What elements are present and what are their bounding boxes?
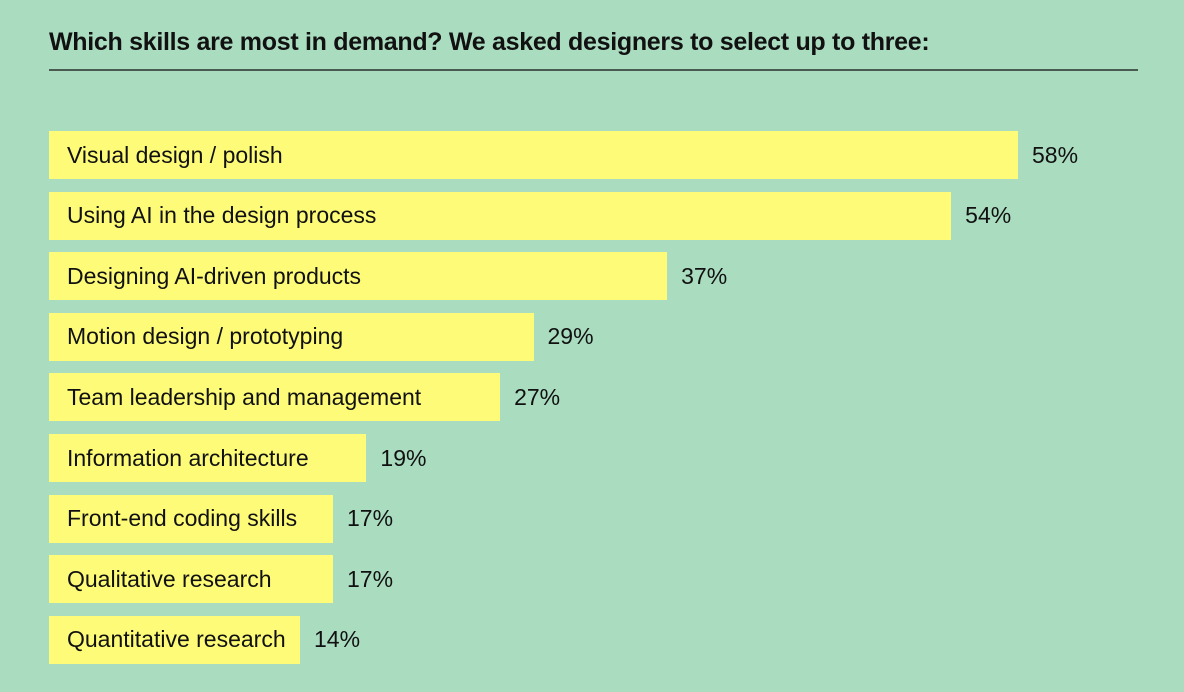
bar-label: Quantitative research <box>67 626 286 653</box>
bar-label: Motion design / prototyping <box>67 323 344 350</box>
bar-row: Front-end coding skills 17% <box>49 494 394 543</box>
value-label: 37% <box>681 262 728 289</box>
bar: Visual design / polish <box>49 131 1018 179</box>
bar-row: Qualitative research 17% <box>49 555 394 604</box>
value-label: 58% <box>1032 141 1079 168</box>
title-divider <box>49 69 1138 71</box>
value-label: 17% <box>347 505 394 532</box>
bar: Using AI in the design process <box>49 191 952 240</box>
value-label: 14% <box>314 626 361 653</box>
bar-label: Information architecture <box>67 444 309 471</box>
bar: Designing AI-driven products <box>49 252 668 301</box>
value-label: 54% <box>965 202 1012 229</box>
value-label: 27% <box>514 383 561 410</box>
bar: Front-end coding skills <box>49 494 334 543</box>
bar-label: Visual design / polish <box>67 141 283 168</box>
bar-row: Using AI in the design process 54% <box>49 191 1012 240</box>
bar-row: Visual design / polish 58% <box>49 131 1078 179</box>
bar-row: Designing AI-driven products 37% <box>49 252 728 301</box>
value-label: 29% <box>547 323 594 350</box>
bar: Motion design / prototyping <box>49 312 534 361</box>
bar-label: Designing AI-driven products <box>67 262 362 289</box>
bar: Qualitative research <box>49 555 334 604</box>
bar-row: Team leadership and management 27% <box>49 373 561 422</box>
value-label: 17% <box>347 565 394 592</box>
bar-label: Using AI in the design process <box>67 202 377 229</box>
bar-row: Quantitative research 14% <box>49 615 361 664</box>
bar-row: Information architecture 19% <box>49 434 426 482</box>
bar-row: Motion design / prototyping 29% <box>49 312 594 361</box>
value-label: 19% <box>380 444 427 471</box>
bar: Quantitative research <box>49 615 300 664</box>
bar-label: Front-end coding skills <box>67 505 298 532</box>
bar-label: Qualitative research <box>67 565 272 592</box>
bar: Team leadership and management <box>49 373 501 422</box>
chart-title: Which skills are most in demand? We aske… <box>49 28 930 56</box>
bar: Information architecture <box>49 434 367 482</box>
bar-label: Team leadership and management <box>67 383 422 410</box>
